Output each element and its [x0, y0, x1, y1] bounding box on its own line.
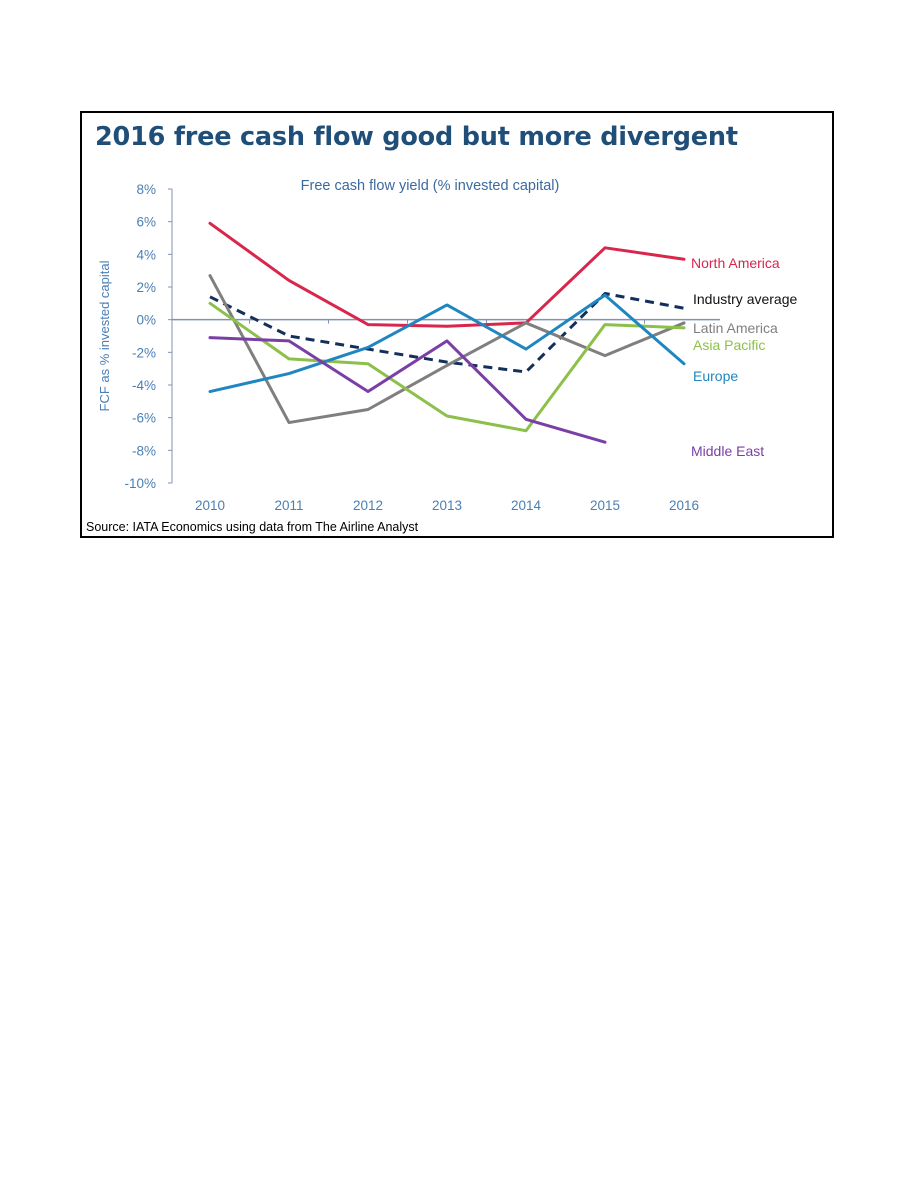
series-label-latin-america: Latin America: [693, 320, 778, 336]
series-line-europe: [208, 293, 686, 394]
x-tick-label: 2015: [590, 498, 620, 513]
y-tick-label: 8%: [136, 182, 156, 197]
series-line-middle-east: [208, 336, 607, 444]
y-tick-label: -2%: [132, 345, 156, 360]
x-tick-label: 2014: [511, 498, 542, 513]
series-line-north-america: [208, 221, 686, 328]
y-tick-label: 4%: [136, 247, 156, 262]
series-label-europe: Europe: [693, 368, 738, 384]
series-line-asia-pacific: [208, 301, 686, 433]
source-note: Source: IATA Economics using data from T…: [86, 520, 419, 534]
y-tick-label: 6%: [136, 215, 156, 230]
chart-frame: 2016 free cash flow good but more diverg…: [80, 111, 834, 538]
series-label-north-america: North America: [691, 255, 780, 271]
y-tick-label: -8%: [132, 443, 156, 458]
y-tick-label: 0%: [136, 313, 156, 328]
x-tick-label: 2010: [195, 498, 225, 513]
series-label-industry-average: Industry average: [693, 291, 797, 307]
y-tick-label: -4%: [132, 378, 156, 393]
line-chart: Free cash flow yield (% invested capital…: [97, 178, 797, 513]
y-axis-title: FCF as % invested capital: [97, 260, 112, 411]
y-tick-label: 2%: [136, 280, 156, 295]
y-tick-label: -10%: [124, 476, 156, 491]
x-tick-label: 2016: [669, 498, 699, 513]
x-tick-label: 2013: [432, 498, 462, 513]
chart-main-title: 2016 free cash flow good but more diverg…: [95, 122, 738, 152]
x-tick-label: 2011: [274, 498, 303, 513]
x-tick-label: 2012: [353, 498, 383, 513]
chart-subtitle: Free cash flow yield (% invested capital…: [301, 178, 560, 194]
y-tick-label: -6%: [132, 411, 156, 426]
series-line-industry-average: [209, 292, 685, 374]
series-label-asia-pacific: Asia Pacific: [693, 337, 765, 353]
series-label-middle-east: Middle East: [691, 443, 764, 459]
series-line-latin-america: [208, 274, 686, 425]
